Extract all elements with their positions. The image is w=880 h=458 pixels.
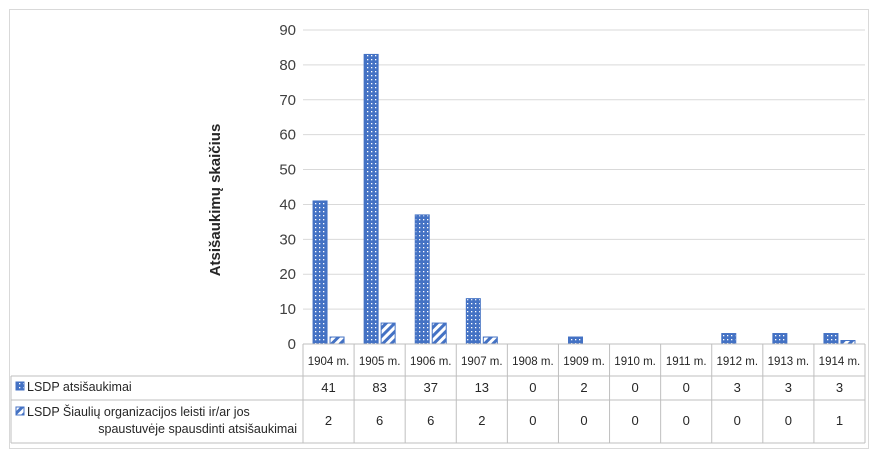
data-label: 2 [580, 380, 587, 395]
y-tick-label: 50 [279, 162, 296, 179]
legend-label-siauliai-line2: spaustuvėje spausdinti atsišaukimai [98, 422, 297, 436]
data-label: 0 [580, 413, 587, 428]
y-tick-label: 0 [288, 336, 296, 353]
x-tick-label: 1907 m. [461, 356, 503, 368]
bar-lsdp [721, 333, 737, 345]
bar-lsdp [772, 333, 788, 345]
y-tick-label: 20 [279, 266, 296, 283]
data-label: 0 [529, 380, 536, 395]
bar-siauliai [329, 336, 345, 345]
y-axis-label: Atsišaukimų skaičius [207, 124, 224, 277]
data-label: 0 [785, 413, 792, 428]
y-tick-label: 40 [279, 196, 296, 213]
data-label: 6 [427, 413, 434, 428]
data-label: 0 [683, 380, 690, 395]
x-tick-label: 1904 m. [308, 356, 350, 368]
bar-lsdp [414, 214, 430, 345]
x-tick-label: 1908 m. [512, 356, 554, 368]
data-label: 37 [423, 380, 437, 395]
y-tick-label: 80 [279, 57, 296, 74]
x-tick-label: 1905 m. [359, 356, 401, 368]
y-tick-label: 90 [279, 22, 296, 39]
y-tick-label: 30 [279, 231, 296, 248]
bar-lsdp [465, 298, 481, 345]
bar-lsdp [823, 333, 839, 345]
y-tick-label: 60 [279, 127, 296, 144]
chart-frame: 0 10 20 30 40 50 60 70 80 90 1904 m. 1905 m. 1906 m… [9, 9, 869, 449]
legend-key-lsdp [15, 381, 25, 391]
x-tick-label: 1911 m. [666, 356, 707, 368]
x-tick-label: 1910 m. [614, 356, 656, 368]
data-label: 13 [475, 380, 489, 395]
data-label: 0 [631, 380, 638, 395]
y-tick-label: 10 [279, 301, 296, 318]
data-label: 3 [785, 380, 792, 395]
data-label: 6 [376, 413, 383, 428]
legend-key-siauliai [15, 406, 25, 416]
data-label: 1 [836, 413, 843, 428]
bar-siauliai [380, 322, 396, 345]
legend-label-siauliai-line1: LSDP Šiaulių organizacijos leisti ir/ar … [27, 404, 250, 419]
x-tick-label: 1912 m. [716, 356, 758, 368]
bar-siauliai [840, 340, 856, 345]
x-tick-label: 1909 m. [563, 356, 605, 368]
data-label: 3 [836, 380, 843, 395]
x-tick-label: 1913 m. [768, 356, 810, 368]
y-tick-label: 70 [279, 92, 296, 109]
x-tick-label: 1914 m. [819, 356, 861, 368]
bar-lsdp [312, 200, 328, 345]
data-label: 0 [683, 413, 690, 428]
bar-siauliai [431, 322, 447, 345]
bar-lsdp [568, 336, 583, 345]
data-label: 2 [325, 413, 332, 428]
bar-lsdp [363, 53, 379, 345]
data-label: 0 [529, 413, 536, 428]
data-label: 41 [321, 380, 335, 395]
data-label: 2 [478, 413, 485, 428]
data-label: 0 [734, 413, 741, 428]
data-label: 83 [372, 380, 386, 395]
data-label: 0 [631, 413, 638, 428]
bar-siauliai [482, 336, 498, 345]
legend-label-lsdp: LSDP atsišaukimai [27, 380, 132, 394]
data-label: 3 [734, 380, 741, 395]
x-tick-label: 1906 m. [410, 356, 452, 368]
